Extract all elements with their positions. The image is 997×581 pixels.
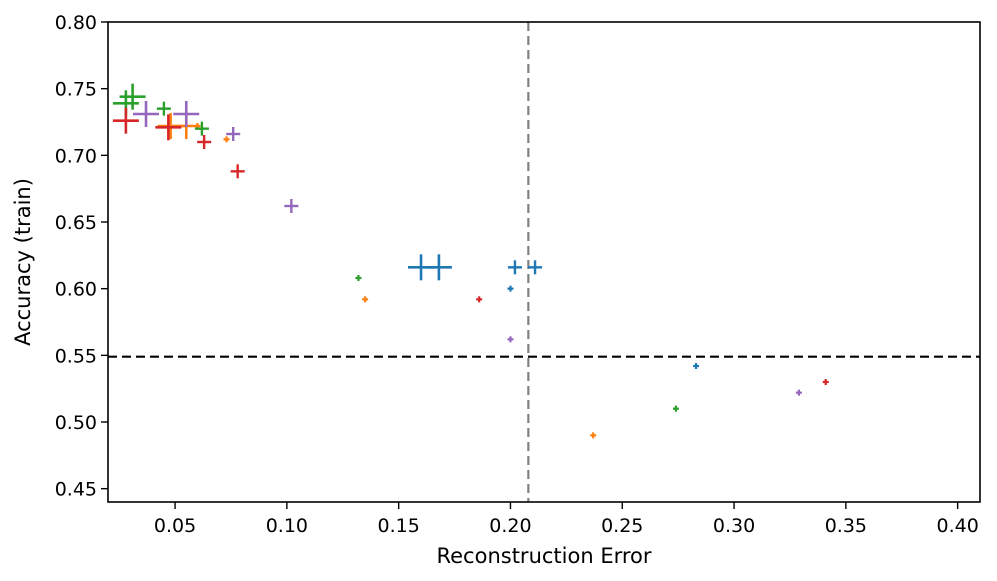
data-point <box>507 336 514 343</box>
y-tick-label: 0.50 <box>55 412 97 434</box>
data-point <box>230 164 245 179</box>
x-axis-ticks: 0.05 0.10 0.15 0.20 0.25 0.30 0.35 0.40 <box>154 502 979 537</box>
data-point <box>226 127 241 141</box>
x-tick-label: 0.05 <box>154 515 196 537</box>
x-tick-label: 0.15 <box>378 515 420 537</box>
data-point <box>693 363 700 369</box>
data-point <box>590 432 597 439</box>
data-point <box>133 101 160 127</box>
data-point <box>173 101 200 127</box>
data-point <box>672 405 679 412</box>
data-point <box>795 389 802 396</box>
y-tick-label: 0.60 <box>55 279 97 301</box>
data-point <box>528 260 543 275</box>
data-point <box>155 114 182 141</box>
data-point <box>425 254 452 281</box>
y-tick-label: 0.80 <box>55 12 97 34</box>
data-points <box>112 83 829 439</box>
y-tick-label: 0.70 <box>55 145 97 167</box>
data-point <box>355 275 362 281</box>
x-tick-label: 0.35 <box>825 515 867 537</box>
y-tick-label: 0.65 <box>55 212 97 234</box>
series-red <box>112 107 829 385</box>
data-point <box>362 296 369 303</box>
y-tick-label: 0.55 <box>55 345 97 367</box>
y-axis-label: Accuracy (train) <box>11 178 35 346</box>
series-blue <box>408 254 700 369</box>
x-tick-label: 0.10 <box>266 515 308 537</box>
data-point <box>194 121 209 136</box>
data-point <box>507 285 514 292</box>
y-tick-label: 0.75 <box>55 79 97 101</box>
reference-lines <box>108 22 980 502</box>
data-point <box>119 83 146 110</box>
x-tick-label: 0.40 <box>936 515 978 537</box>
data-point <box>112 107 139 134</box>
data-point <box>197 135 212 149</box>
x-tick-label: 0.25 <box>601 515 643 537</box>
data-point <box>822 379 829 385</box>
data-point <box>156 101 171 116</box>
data-point <box>476 296 483 303</box>
x-tick-label: 0.20 <box>489 515 531 537</box>
x-tick-label: 0.30 <box>713 515 755 537</box>
data-point <box>223 136 230 143</box>
y-axis-ticks: 0.45 0.50 0.55 0.60 0.65 0.70 0.75 0.80 <box>55 12 108 501</box>
x-axis-label: Reconstruction Error <box>436 544 651 568</box>
plot-frame <box>107 21 981 503</box>
data-point <box>284 199 299 213</box>
series-purple <box>133 101 802 396</box>
y-tick-label: 0.45 <box>55 479 97 501</box>
data-point <box>507 260 522 275</box>
